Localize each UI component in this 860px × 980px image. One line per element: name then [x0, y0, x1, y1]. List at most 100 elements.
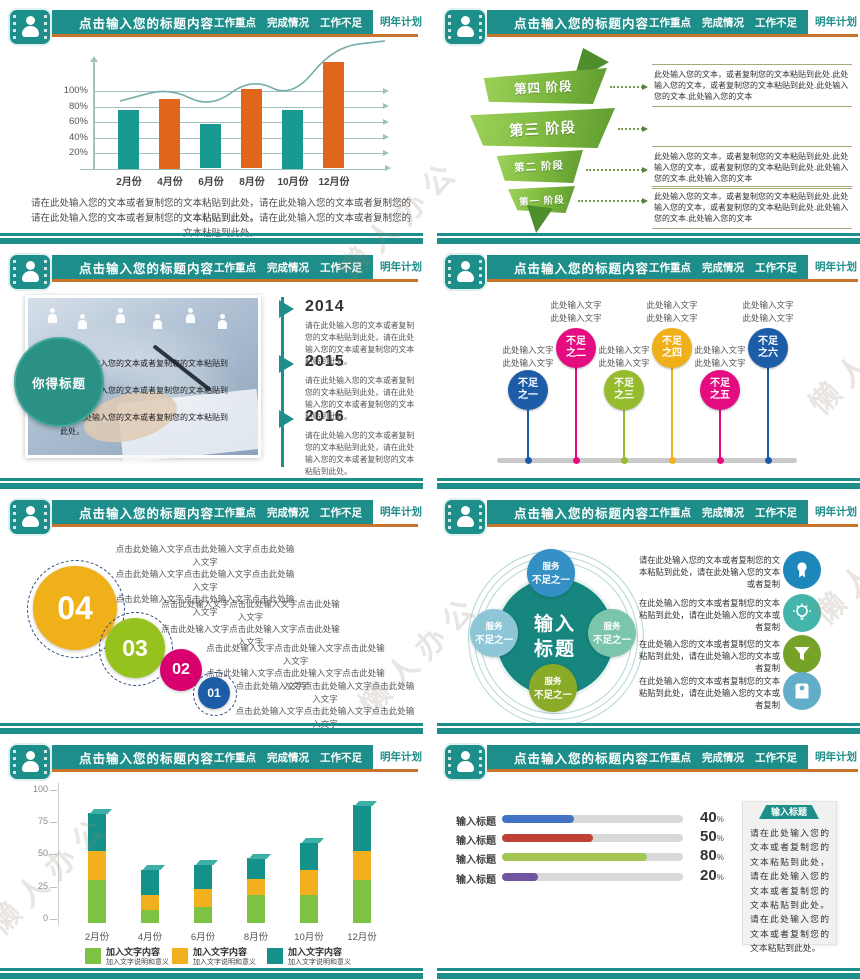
- tab-active-item[interactable]: 明年计划: [808, 500, 860, 524]
- item-label-line: 此处输入文字: [646, 313, 698, 323]
- satellite-label-line: 服务: [485, 621, 503, 631]
- tab-menu-item-2[interactable]: 完成情况: [267, 751, 310, 764]
- x-tick-label: 6月份: [198, 177, 224, 188]
- y-tick: [50, 790, 57, 791]
- tab-active-item[interactable]: 明年计划: [808, 10, 860, 34]
- footer-band: [0, 483, 423, 489]
- tab-menu-item-1[interactable]: 工作重点: [214, 751, 257, 764]
- tab-menu-item-2[interactable]: 完成情况: [267, 16, 310, 29]
- bar-segment: [141, 894, 159, 911]
- tab-active-item[interactable]: 明年计划: [808, 745, 860, 769]
- progress-track: [502, 815, 683, 823]
- footer-band: [0, 973, 423, 979]
- person-silhouette-icon: [186, 308, 195, 323]
- slide-title: 点击输入您的标题内容: [514, 506, 650, 521]
- y-tick-label: 75: [37, 816, 48, 826]
- slide-thumbnail-2[interactable]: 点击输入您的标题内容 工作重点 完成情况 工作不足 明年计划 第四 阶段 第三 阶段 第二 …: [430, 0, 860, 245]
- grid-line: [95, 122, 383, 123]
- lightbulb-icon: [783, 594, 821, 632]
- lollipop-circle: 不足 之二: [556, 328, 596, 368]
- tab-menu-item-3[interactable]: 工作不足: [755, 506, 798, 519]
- satellite-label-line: 不足之一: [592, 635, 631, 646]
- tab-menu-item-2[interactable]: 完成情况: [267, 261, 310, 274]
- circle-title-line: 之二: [566, 348, 586, 359]
- slide-thumbnail-1[interactable]: 点击输入您的标题内容 工作重点 完成情况 工作不足 明年计划 请在此处输入您的文本或者复…: [0, 0, 430, 245]
- slide-thumbnail-6[interactable]: 点击输入您的标题内容 工作重点 完成情况 工作不足 明年计划 输入 标题 服务 不足之一 服务不…: [430, 490, 860, 735]
- dashed-ring: [99, 612, 173, 686]
- slide-header: 点击输入您的标题内容 工作重点 完成情况 工作不足 明年计划: [8, 743, 430, 783]
- satellite-circle: 服务 不足之一: [470, 609, 518, 657]
- header-bar: 点击输入您的标题内容 工作重点 完成情况 工作不足 明年计划: [487, 500, 860, 527]
- slide-thumbnail-8[interactable]: 点击输入您的标题内容 工作重点 完成情况 工作不足 明年计划 输入标题 请在此处输入您的…: [430, 735, 860, 980]
- circle-title-line: 不足: [662, 336, 682, 347]
- tab-menu-item-3[interactable]: 工作不足: [755, 751, 798, 764]
- tab-menu-item-1[interactable]: 工作重点: [649, 506, 692, 519]
- tab-menu-item-3[interactable]: 工作不足: [320, 751, 363, 764]
- tab-menu-item-1[interactable]: 工作重点: [649, 16, 692, 29]
- bar-segment: [353, 805, 371, 851]
- legend-swatch: [172, 948, 188, 964]
- percent-unit: %: [716, 834, 724, 843]
- y-tick: [50, 919, 57, 920]
- tab-menu-item-1[interactable]: 工作重点: [214, 506, 257, 519]
- y-tick-label: 0: [42, 913, 48, 923]
- x-tick-label: 8月份: [243, 932, 269, 943]
- slide-thumbnail-7[interactable]: 点击输入您的标题内容 工作重点 完成情况 工作不足 明年计划 100 75 50 25 0 2月份…: [0, 735, 430, 980]
- axis-arrow-icon: [385, 165, 394, 171]
- bar: [118, 110, 139, 169]
- circle-title-line: 之六: [758, 348, 778, 359]
- slide-thumbnail-3[interactable]: 点击输入您的标题内容 工作重点 完成情况 工作不足 明年计划 你得标题 请在此处输入您的…: [0, 245, 430, 490]
- row-label: 输入标题: [456, 855, 496, 866]
- tab-menu-item-2[interactable]: 完成情况: [702, 751, 745, 764]
- tab-menu-item-1[interactable]: 工作重点: [214, 261, 257, 274]
- y-tick: [50, 886, 57, 888]
- tab-menu-item-3[interactable]: 工作不足: [755, 16, 798, 29]
- tab-active-item[interactable]: 明年计划: [373, 500, 430, 524]
- timeline-year: 2016: [305, 408, 345, 425]
- bar: [282, 110, 303, 169]
- slide-title: 点击输入您的标题内容: [79, 506, 215, 521]
- tab-menu-item-2[interactable]: 完成情况: [702, 506, 745, 519]
- tab-active-item[interactable]: 明年计划: [373, 255, 430, 279]
- grid-arrow-icon: [383, 118, 392, 125]
- footer-band: [437, 728, 860, 734]
- body-text: 请在此处输入您的文本或者复制您的文本粘贴到此处，请在此处输入您的文本或者复制您的…: [30, 198, 411, 224]
- bar-top-face: [89, 808, 113, 814]
- lollipop-stem: [527, 408, 529, 460]
- x-tick-label: 12月份: [318, 177, 350, 188]
- tab-menu-item-1[interactable]: 工作重点: [649, 261, 692, 274]
- tab-active-item[interactable]: 明年计划: [808, 255, 860, 279]
- tab-menu-item-3[interactable]: 工作不足: [320, 261, 363, 274]
- tab-menu-item-2[interactable]: 完成情况: [702, 261, 745, 274]
- bar-segment: [300, 869, 318, 895]
- slide-thumbnail-5[interactable]: 点击输入您的标题内容 工作重点 完成情况 工作不足 明年计划 04 点击此处输入文字点击此…: [0, 490, 430, 735]
- lollipop-stem: [767, 366, 769, 460]
- y-tick-label: 100%: [63, 85, 88, 96]
- progress-track: [502, 834, 683, 842]
- bar-segment: [88, 880, 106, 923]
- item-text-line: 点击此处输入文字点击此处输入文字点击此处输入文字: [235, 706, 415, 729]
- tab-menu-item-3[interactable]: 工作不足: [755, 261, 798, 274]
- funnel-icon: [783, 635, 821, 673]
- satellite-label-line: 不足之一: [531, 575, 570, 586]
- tab-menu-item-2[interactable]: 完成情况: [702, 16, 745, 29]
- slide-thumbnail-4[interactable]: 点击输入您的标题内容 工作重点 完成情况 工作不足 明年计划 此处输入文字 此处输入文字不…: [430, 245, 860, 490]
- tab-menu-item-2[interactable]: 完成情况: [267, 506, 310, 519]
- legend-title: 加入文字内容: [288, 947, 343, 957]
- slide-header: 点击输入您的标题内容 工作重点 完成情况 工作不足 明年计划: [443, 253, 860, 293]
- bar-segment: [194, 889, 212, 908]
- person-badge-icon: [443, 498, 487, 536]
- tab-menu-item-1[interactable]: 工作重点: [649, 751, 692, 764]
- tab-active-item[interactable]: 明年计划: [373, 745, 430, 769]
- tab-menu-item-3[interactable]: 工作不足: [320, 506, 363, 519]
- item-label: 此处输入文字 此处输入文字: [534, 299, 618, 325]
- satellite-circle: 服务 不足之一: [588, 609, 636, 657]
- funnel-stage: 第二 阶段: [496, 150, 583, 183]
- tab-menu-item-1[interactable]: 工作重点: [214, 16, 257, 29]
- header-bar: 点击输入您的标题内容 工作重点 完成情况 工作不足 明年计划: [52, 10, 430, 37]
- tab-active-item[interactable]: 明年计划: [373, 10, 430, 34]
- y-tick-label: 25: [37, 880, 48, 891]
- slide-3-content: 你得标题 请在此处输入您的文本或者复制您的文本粘贴到此处，请在此处输入您的文本或…: [0, 245, 430, 490]
- tab-menu-item-3[interactable]: 工作不足: [320, 16, 363, 29]
- slide-title: 点击输入您的标题内容: [79, 261, 215, 276]
